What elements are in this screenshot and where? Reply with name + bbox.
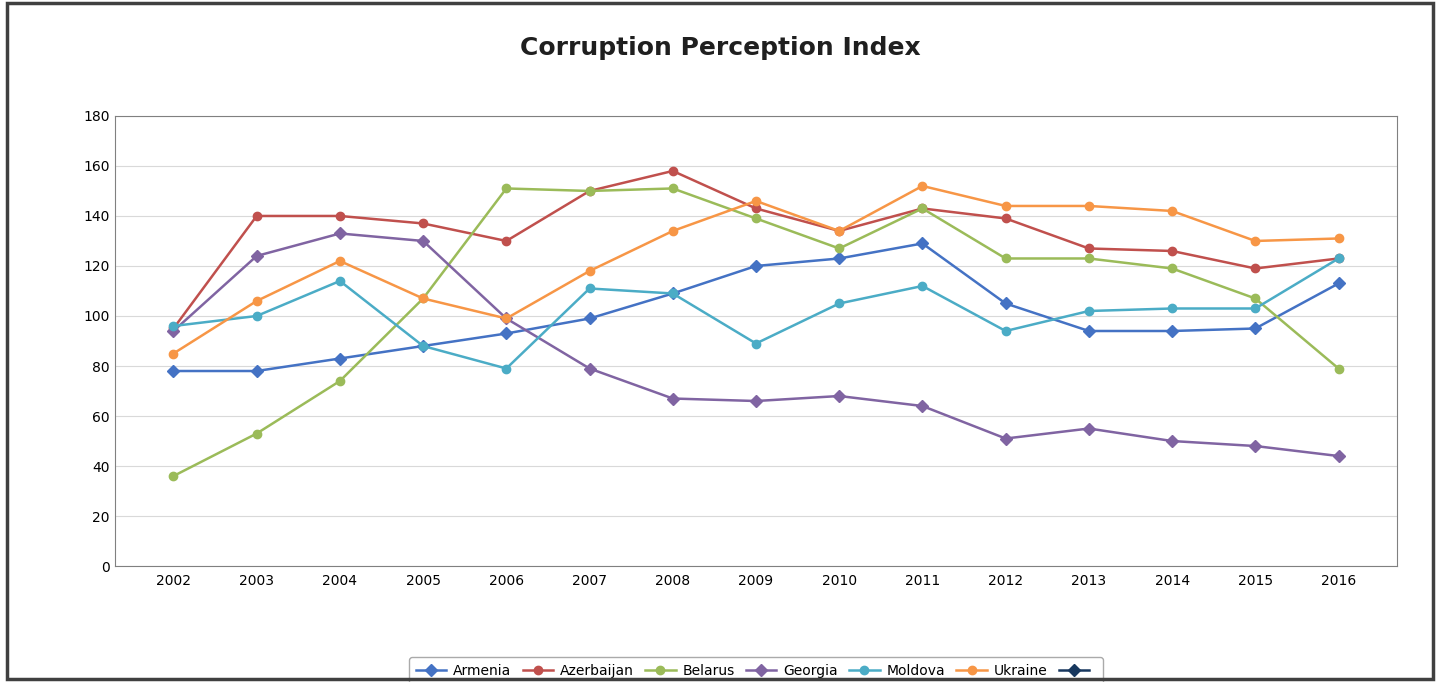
Line: Georgia: Georgia (170, 229, 1342, 460)
Armenia (580, 314, 598, 323)
Azerbaijan (1164, 247, 1181, 255)
Georgia (415, 237, 432, 245)
Ukraine (498, 314, 516, 323)
Legend: Armenia, Azerbaijan, Belarus, Georgia, Moldova, Ukraine, : Armenia, Azerbaijan, Belarus, Georgia, M… (409, 657, 1103, 682)
Ukraine (664, 227, 681, 235)
Belarus (747, 214, 765, 222)
Armenia (747, 262, 765, 270)
Belarus (914, 205, 932, 213)
Armenia (415, 342, 432, 350)
Armenia (1080, 327, 1097, 335)
Text: Corruption Perception Index: Corruption Perception Index (520, 35, 920, 60)
Azerbaijan (164, 325, 181, 333)
Armenia (914, 239, 932, 248)
Ukraine (248, 297, 265, 305)
Belarus (580, 187, 598, 195)
Moldova (664, 289, 681, 297)
Georgia (498, 314, 516, 323)
Azerbaijan (248, 212, 265, 220)
Belarus (498, 184, 516, 192)
Georgia (1164, 437, 1181, 445)
Azerbaijan (331, 212, 348, 220)
Moldova (996, 327, 1014, 335)
Belarus (1247, 295, 1264, 303)
Azerbaijan (996, 214, 1014, 222)
Ukraine (164, 349, 181, 357)
Armenia (1331, 280, 1348, 288)
Georgia (1247, 442, 1264, 450)
Belarus (164, 472, 181, 480)
Belarus (331, 377, 348, 385)
Belarus (1331, 364, 1348, 372)
Moldova (1331, 254, 1348, 263)
Line: Moldova: Moldova (170, 254, 1342, 372)
Armenia (831, 254, 848, 263)
Moldova (498, 364, 516, 372)
Belarus (1080, 254, 1097, 263)
Azerbaijan (1331, 254, 1348, 263)
Ukraine (580, 267, 598, 275)
Moldova (331, 277, 348, 285)
Moldova (1164, 304, 1181, 312)
Ukraine (1164, 207, 1181, 215)
Belarus (1164, 265, 1181, 273)
Belarus (664, 184, 681, 192)
Moldova (248, 312, 265, 320)
Georgia (996, 434, 1014, 443)
Moldova (164, 322, 181, 330)
Armenia (1164, 327, 1181, 335)
Ukraine (914, 182, 932, 190)
Ukraine (831, 227, 848, 235)
Armenia (164, 367, 181, 375)
Moldova (831, 299, 848, 308)
Azerbaijan (1247, 265, 1264, 273)
Georgia (914, 402, 932, 410)
Ukraine (1080, 202, 1097, 210)
Moldova (415, 342, 432, 350)
Armenia (1247, 325, 1264, 333)
Ukraine (1247, 237, 1264, 245)
Georgia (164, 327, 181, 335)
Armenia (248, 367, 265, 375)
Azerbaijan (498, 237, 516, 245)
Azerbaijan (1080, 244, 1097, 252)
Belarus (831, 244, 848, 252)
Azerbaijan (580, 187, 598, 195)
Moldova (914, 282, 932, 290)
Line: Belarus: Belarus (170, 184, 1342, 480)
Line: Ukraine: Ukraine (170, 182, 1342, 357)
Georgia (580, 364, 598, 372)
Line: Armenia: Armenia (170, 239, 1342, 375)
Armenia (996, 299, 1014, 308)
Georgia (1080, 424, 1097, 432)
Azerbaijan (914, 205, 932, 213)
Georgia (747, 397, 765, 405)
Georgia (248, 252, 265, 260)
Ukraine (996, 202, 1014, 210)
Ukraine (415, 295, 432, 303)
Ukraine (747, 197, 765, 205)
Armenia (331, 355, 348, 363)
Georgia (831, 392, 848, 400)
Belarus (248, 430, 265, 438)
Belarus (415, 295, 432, 303)
Azerbaijan (664, 167, 681, 175)
Belarus (996, 254, 1014, 263)
Ukraine (1331, 235, 1348, 243)
Line: Azerbaijan: Azerbaijan (170, 167, 1342, 333)
Moldova (1247, 304, 1264, 312)
Azerbaijan (415, 220, 432, 228)
Azerbaijan (831, 227, 848, 235)
Ukraine (331, 257, 348, 265)
Georgia (664, 394, 681, 402)
Armenia (498, 329, 516, 338)
Armenia (664, 289, 681, 297)
Moldova (580, 284, 598, 293)
Georgia (1331, 452, 1348, 460)
Georgia (331, 229, 348, 237)
Azerbaijan (747, 205, 765, 213)
Moldova (747, 340, 765, 348)
Moldova (1080, 307, 1097, 315)
